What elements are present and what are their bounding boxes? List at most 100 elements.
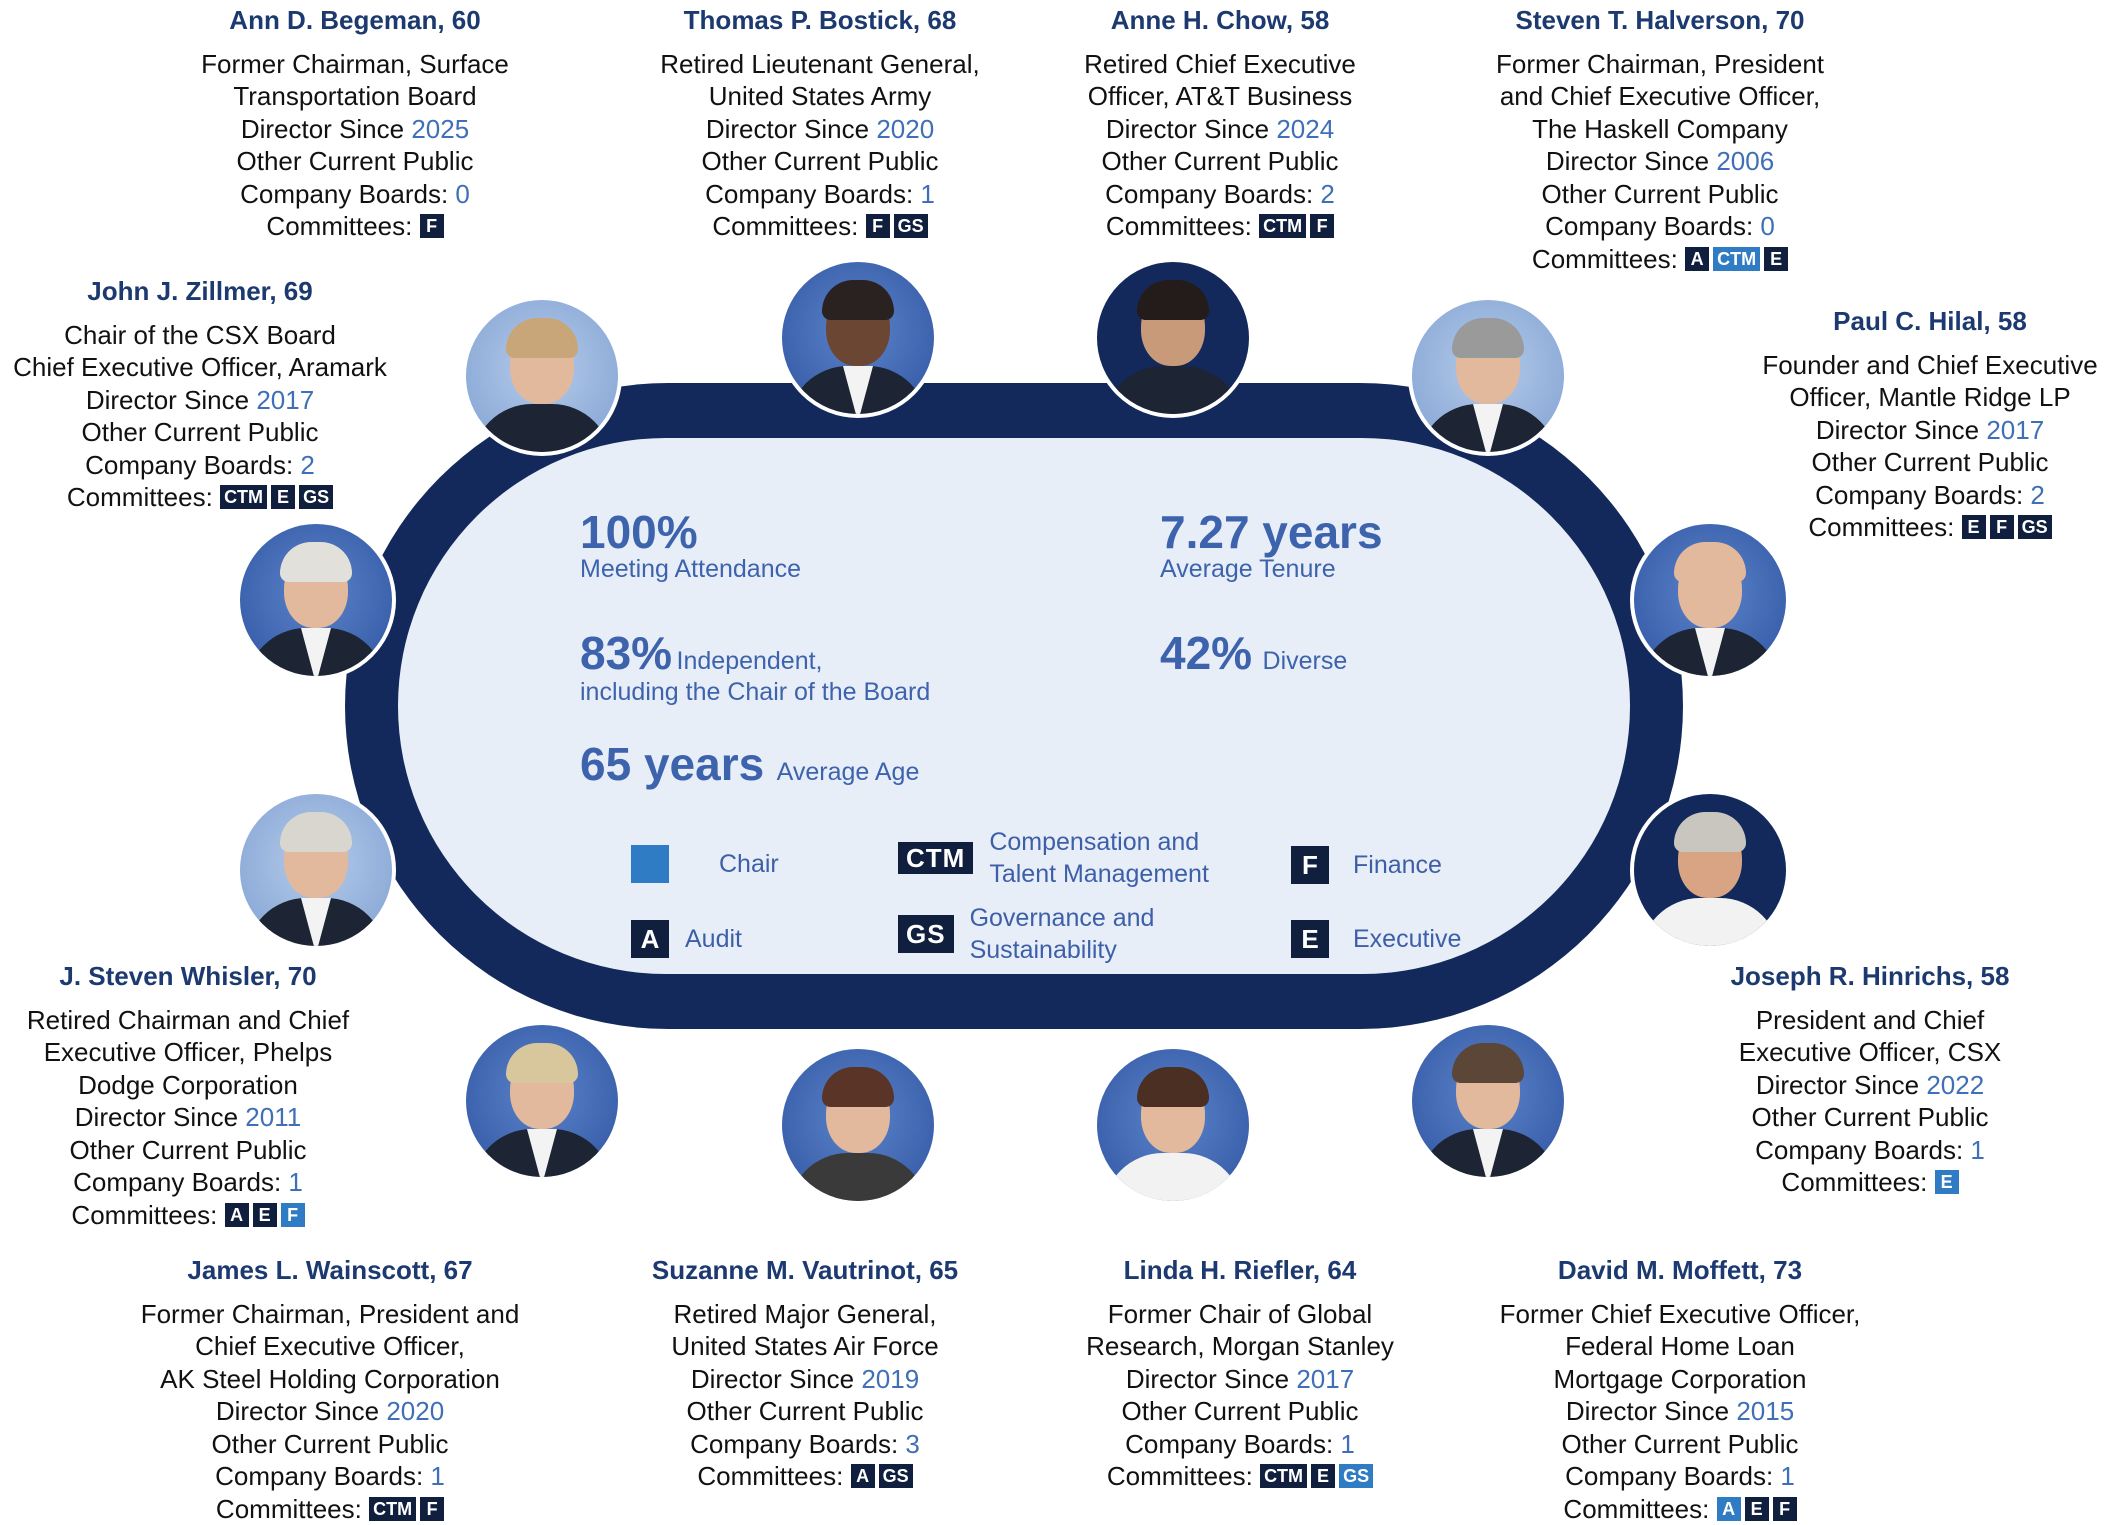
- director-title-line: Chief Executive Officer,: [120, 1330, 540, 1363]
- director-name: Ann D. Begeman, 60: [175, 4, 535, 37]
- director-since-year: 2022: [1926, 1070, 1984, 1100]
- other-boards-label: Other Current Public: [1040, 145, 1400, 178]
- committees-row: Committees: E: [1690, 1166, 2050, 1199]
- other-boards-value: 2: [1320, 179, 1334, 209]
- director-since-year: 2019: [861, 1364, 919, 1394]
- other-boards-value: 1: [288, 1167, 302, 1197]
- director-since-year: 2011: [245, 1102, 301, 1132]
- chair-swatch: [631, 845, 669, 883]
- portrait-hair: [1137, 1067, 1209, 1107]
- director-since: Director Since 2006: [1470, 145, 1850, 178]
- committees-label: Committees:: [1532, 244, 1685, 274]
- other-boards-count: Company Boards: 1: [1480, 1460, 1880, 1493]
- director-title-line: Executive Officer, Phelps: [5, 1036, 371, 1069]
- committee-badge: E: [1745, 1497, 1769, 1521]
- other-boards-label-2: Company Boards:: [240, 179, 455, 209]
- stat-tenure-label: Average Tenure: [1160, 555, 1383, 584]
- other-boards-label-2: Company Boards:: [85, 450, 300, 480]
- director-title-line: Mortgage Corporation: [1480, 1363, 1880, 1396]
- director-name: Paul C. Hilal, 58: [1740, 305, 2120, 338]
- portrait-body: [1103, 366, 1243, 418]
- other-boards-label-2: Company Boards:: [73, 1167, 288, 1197]
- legend-finance-label: Finance: [1353, 849, 1442, 881]
- director-title-line: Chief Executive Officer, Aramark: [0, 351, 400, 384]
- committees-label: Committees:: [1781, 1167, 1934, 1197]
- portrait-hair: [1137, 280, 1209, 320]
- committee-badge: CTM: [1713, 247, 1760, 271]
- other-boards-value: 2: [2030, 480, 2044, 510]
- director-since-year: 2017: [1296, 1364, 1354, 1394]
- director-title-line: Retired Major General,: [620, 1298, 990, 1331]
- director-since: Director Since 2020: [120, 1395, 540, 1428]
- committee-badge: A: [1717, 1497, 1741, 1521]
- legend-ctm-line1: Compensation and: [989, 828, 1199, 856]
- other-boards-label-2: Company Boards:: [215, 1461, 430, 1491]
- committees-label: Committees:: [266, 211, 419, 241]
- other-boards-count: Company Boards: 2: [1040, 178, 1400, 211]
- other-boards-count: Company Boards: 1: [120, 1460, 540, 1493]
- committee-badge: A: [1685, 247, 1709, 271]
- committee-badge: GS: [1339, 1464, 1373, 1488]
- legend-executive: E Executive: [1291, 920, 1461, 958]
- other-boards-label-2: Company Boards:: [1815, 480, 2030, 510]
- other-boards-label-2: Company Boards:: [1545, 211, 1760, 241]
- portrait-hair: [822, 280, 894, 320]
- portrait-hinrichs: [1630, 790, 1790, 950]
- audit-code: A: [631, 920, 669, 958]
- other-boards-label: Other Current Public: [1480, 1428, 1880, 1461]
- director-since: Director Since 2019: [620, 1363, 990, 1396]
- stat-diverse: 42% Diverse: [1160, 626, 1347, 680]
- portrait-wainscott: [462, 1021, 622, 1181]
- other-boards-count: Company Boards: 2: [1740, 479, 2120, 512]
- director-title-line: Federal Home Loan: [1480, 1330, 1880, 1363]
- committee-badge: CTM: [1259, 214, 1306, 238]
- other-boards-count: Company Boards: 2: [0, 449, 400, 482]
- committee-badges: F: [420, 214, 444, 238]
- portrait-zillmer: [236, 520, 396, 680]
- director-title-line: Retired Lieutenant General,: [640, 48, 1000, 81]
- director-title-line: Transportation Board: [175, 80, 535, 113]
- other-boards-count: Company Boards: 1: [640, 178, 1000, 211]
- legend-chair-label: Chair: [719, 848, 779, 880]
- director-title-line: Dodge Corporation: [5, 1069, 371, 1102]
- director-since-label: Director Since: [1816, 415, 1987, 445]
- other-boards-label: Other Current Public: [175, 145, 535, 178]
- stat-independent-value: 83%: [580, 627, 672, 679]
- other-boards-count: Company Boards: 1: [1070, 1428, 1410, 1461]
- committee-badge: GS: [894, 214, 928, 238]
- portrait-hair: [1674, 812, 1746, 852]
- director-name: Thomas P. Bostick, 68: [640, 4, 1000, 37]
- ctm-code: CTM: [898, 842, 973, 874]
- other-boards-label-2: Company Boards:: [1105, 179, 1320, 209]
- committee-badge: F: [1773, 1497, 1797, 1521]
- stat-attendance-label: Meeting Attendance: [580, 555, 801, 584]
- director-title-line: Executive Officer, CSX: [1690, 1036, 2050, 1069]
- director-since: Director Since 2017: [1070, 1363, 1410, 1396]
- committee-badges: E: [1935, 1170, 1959, 1194]
- other-boards-value: 3: [905, 1429, 919, 1459]
- portrait-body: [1640, 898, 1780, 950]
- committees-label: Committees:: [1808, 512, 1961, 542]
- portrait-bostick: [778, 258, 938, 418]
- committee-badge: F: [1990, 515, 2014, 539]
- other-boards-value: 1: [1780, 1461, 1794, 1491]
- portrait-hair: [280, 812, 352, 852]
- other-boards-label-2: Company Boards:: [1755, 1135, 1970, 1165]
- other-boards-value: 1: [920, 179, 934, 209]
- director-title-line: Founder and Chief Executive: [1740, 349, 2120, 382]
- stat-age-label: Average Age: [777, 758, 920, 786]
- director-title-line: Retired Chief Executive: [1040, 48, 1400, 81]
- other-boards-label: Other Current Public: [1070, 1395, 1410, 1428]
- portrait-whisler: [236, 790, 396, 950]
- committee-badge: F: [1310, 214, 1334, 238]
- other-boards-label: Other Current Public: [0, 416, 400, 449]
- director-since-label: Director Since: [216, 1396, 387, 1426]
